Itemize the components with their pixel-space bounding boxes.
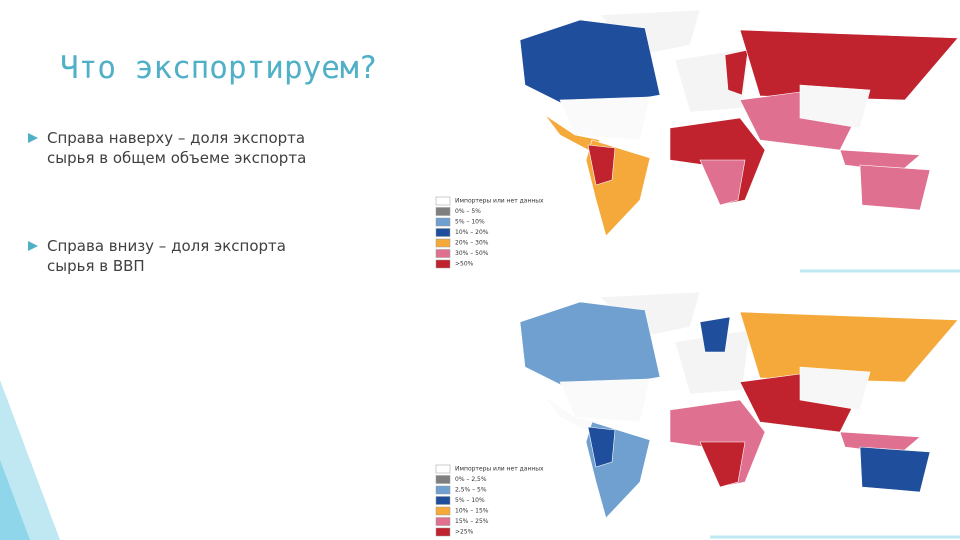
legend-swatch <box>435 506 451 516</box>
legend-label: Импортеры или нет данных <box>455 198 544 205</box>
bullet-text: Справа внизу – доля экспорта сырья в ВВП <box>47 237 286 275</box>
corner-decoration <box>0 460 30 540</box>
legend-label: 0% – 2,5% <box>455 476 487 483</box>
legend-swatch <box>435 249 451 258</box>
bullet: Справа внизу – доля экспорта сырья в ВВП <box>28 236 318 276</box>
bottom-map <box>519 291 959 519</box>
legend-swatch <box>435 228 451 237</box>
legend-swatch <box>435 217 451 227</box>
legend-label: 2,5% – 5% <box>455 487 487 494</box>
slide-title: Что экспортируем? <box>60 50 378 86</box>
bullet: Справа наверху – доля экспорта сырья в о… <box>28 128 318 168</box>
top-map <box>519 9 959 237</box>
legend-swatch <box>435 464 451 474</box>
legend-label: Импортеры или нет данных <box>455 466 544 473</box>
legend-label: 10% – 15% <box>455 508 489 515</box>
legend-swatch <box>435 238 451 248</box>
legend-label: 0% – 5% <box>455 208 481 215</box>
legend-swatch <box>435 475 451 484</box>
legend-swatch <box>435 527 451 537</box>
bullet-text: Справа наверху – доля экспорта сырья в о… <box>47 129 307 167</box>
legend-label: 30% – 50% <box>455 250 489 257</box>
legend-swatch <box>435 207 451 216</box>
legend-swatch <box>435 259 451 269</box>
legend-swatch <box>435 517 451 526</box>
legend-swatch <box>435 196 451 206</box>
legend-label: >50% <box>455 261 474 268</box>
legend-label: >25% <box>455 529 474 536</box>
legend-swatch <box>435 496 451 505</box>
legend-label: 20% – 30% <box>455 240 489 247</box>
legend-swatch <box>435 485 451 495</box>
legend-label: 5% – 10% <box>455 497 485 504</box>
legend-label: 10% – 20% <box>455 229 489 236</box>
legend-label: 15% – 25% <box>455 518 489 525</box>
legend-label: 5% – 10% <box>455 219 485 226</box>
